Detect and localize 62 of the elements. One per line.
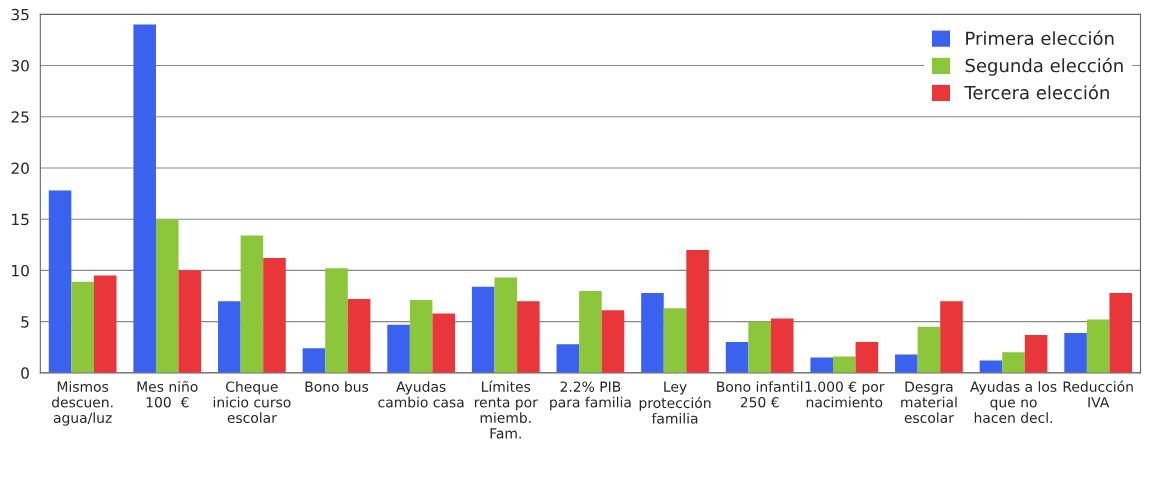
x-tick-label: Bono infantil 250 € [717,381,803,408]
x-tick-label: Ayudas a los que no hacen decl. [970,381,1057,424]
bar [347,299,371,373]
bar [917,326,941,373]
bar [641,292,664,373]
bar [432,313,455,373]
y-tick-label: 15 [12,213,29,226]
bar [579,290,602,373]
bar [240,235,264,373]
legend-label: Segunda elección [965,57,1123,76]
bar [387,324,410,373]
x-tick-label: Bono bus [305,381,369,392]
x-tick-label: Desgra material escolar [901,381,957,424]
y-tick-label: 5 [21,316,29,328]
x-tick-label: Ley protección familia [639,381,711,424]
bar [133,24,156,373]
bar [770,318,794,373]
x-tick-label: Cheque inicio curso escolar [213,381,291,424]
y-tick-label: 10 [12,264,29,277]
y-tick-label: 0 [21,367,29,379]
x-tick-label: Límites renta por miemb. Fam. [474,380,538,439]
bar [1109,292,1133,373]
bar [155,219,179,373]
x-tick-label: Mes niño 100 € [137,380,198,408]
x-tick-label: 1.000 € por nacimiento [805,381,885,408]
bar [1086,319,1110,373]
legend-label: Primera elección [966,30,1114,46]
bar [48,190,72,373]
bar [556,344,580,373]
bar [725,342,749,373]
bar [471,286,495,373]
bar [178,270,202,373]
x-tick-label: Ayudas cambio casa [378,381,464,408]
x-tick-label: 2.2% PIB para familia [550,381,631,411]
bar [494,277,518,373]
bar [601,310,625,373]
bar [686,249,709,373]
bar [663,308,687,373]
bar [517,301,540,373]
bar [71,281,94,373]
bar [1064,332,1087,373]
bar [895,354,918,373]
bar [748,321,771,373]
x-tick-label: Mismos descuen. agua/luz [52,381,113,426]
bar [1024,334,1048,373]
bar [833,356,856,373]
bar [1002,352,1025,373]
bar [325,268,348,373]
legend-label: Tercera elección [964,84,1109,100]
bar [93,275,117,373]
y-tick-label: 30 [11,60,29,72]
y-tick-label: 25 [11,111,29,123]
bar [302,348,326,373]
bar [263,258,286,373]
bar [855,342,879,373]
y-tick-label: 20 [11,162,29,174]
y-tick-label: 35 [11,8,29,21]
bar [810,357,833,373]
bar [409,300,433,373]
bar [218,301,241,373]
x-tick-label: Reducción IVA [1063,380,1133,408]
bar [940,301,963,373]
